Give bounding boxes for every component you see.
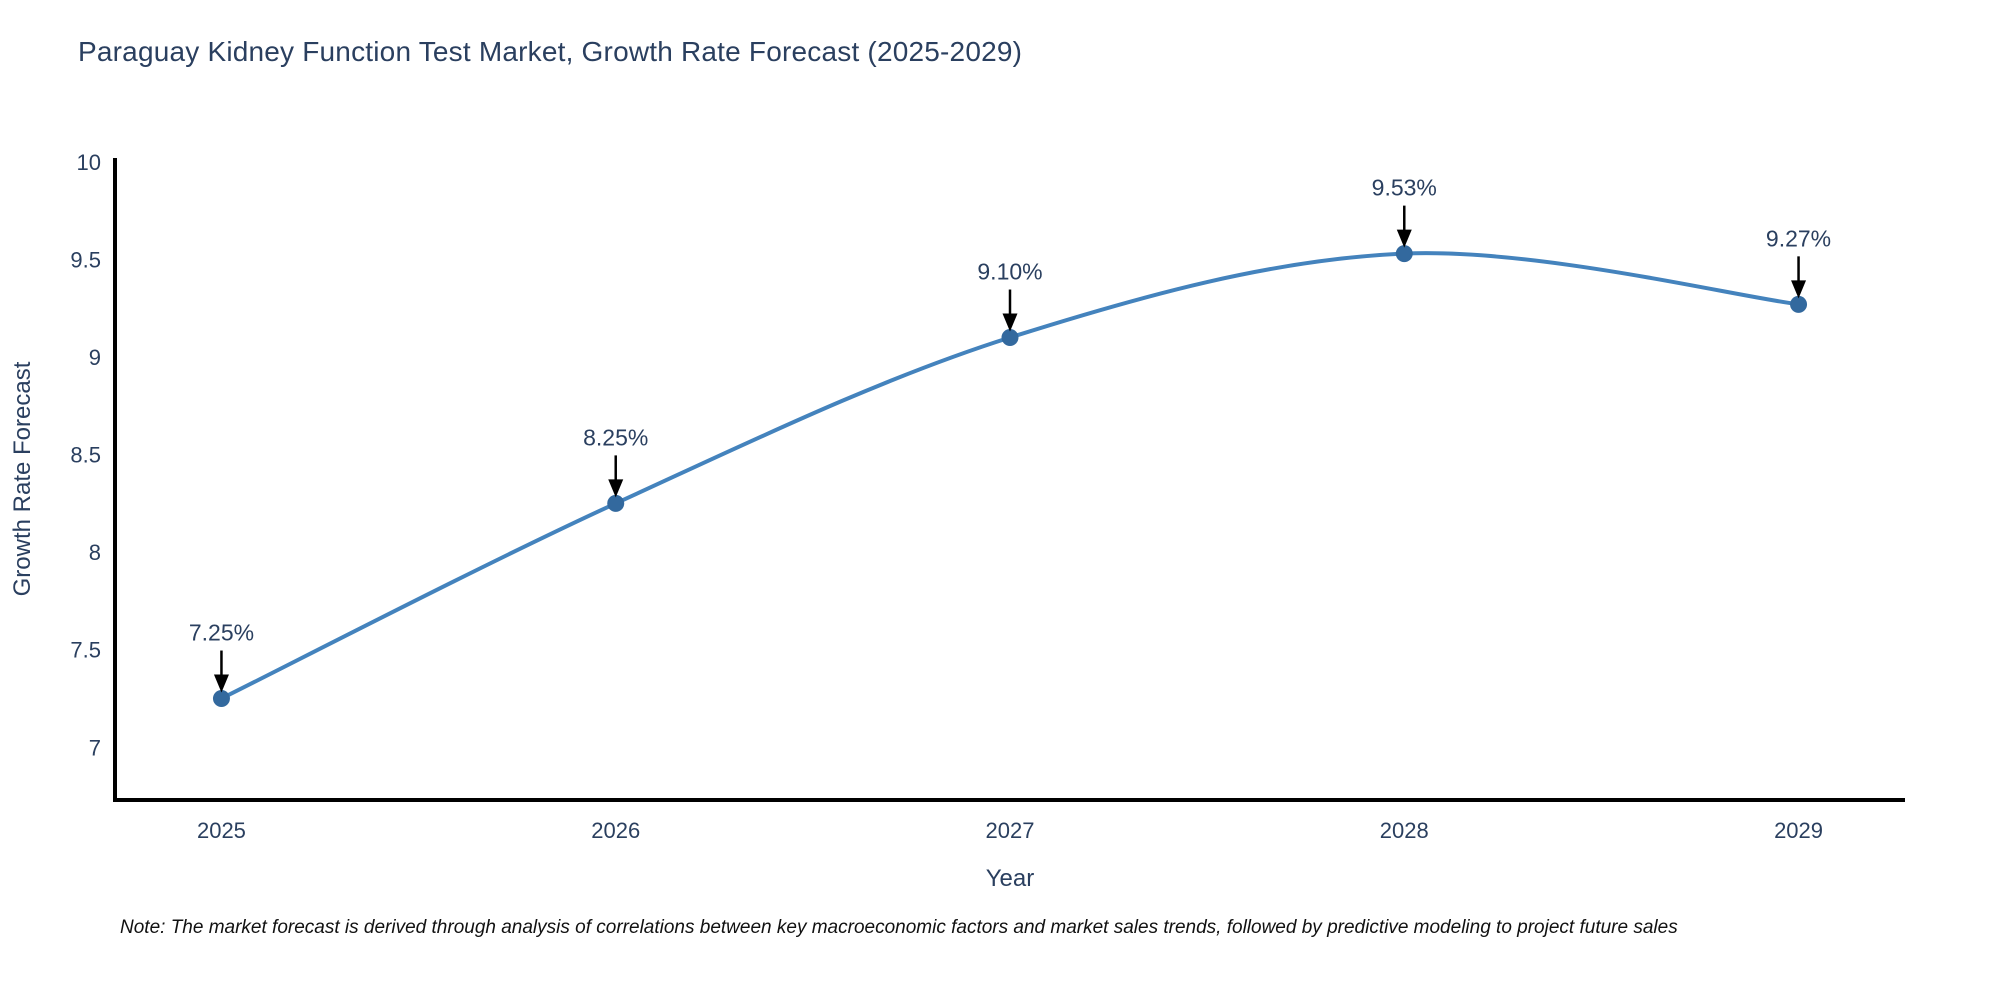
x-axis-tick-label: 2029: [1774, 818, 1823, 843]
data-point-annotation: 9.53%: [1372, 175, 1437, 201]
data-point-annotation: 9.10%: [977, 259, 1042, 285]
axis-spines: [113, 158, 1905, 802]
annotation-arrow-head: [1396, 229, 1412, 248]
x-axis-tick-label: 2025: [197, 818, 246, 843]
y-axis-tick-label: 9: [89, 345, 101, 370]
x-axis-tick-label: 2028: [1380, 818, 1429, 843]
data-point-marker: [1395, 245, 1413, 263]
x-axis-title: Year: [986, 865, 1035, 892]
annotation-arrow-head: [213, 674, 229, 693]
chart-title: Paraguay Kidney Function Test Market, Gr…: [78, 36, 1023, 67]
y-axis-tick-label: 7.5: [70, 638, 101, 663]
y-axis-tick-label: 8: [89, 540, 101, 565]
y-axis-tick-label: 8.5: [70, 443, 101, 468]
footnote: Note: The market forecast is derived thr…: [120, 917, 1678, 938]
y-axis-tick-label: 10: [77, 150, 101, 175]
x-axis-tick-label: 2026: [591, 818, 640, 843]
data-point-marker: [607, 494, 625, 512]
data-point-annotation: 7.25%: [189, 620, 254, 646]
annotation-arrow-head: [1002, 313, 1018, 332]
y-axis-tick-label: 7: [89, 735, 101, 760]
data-point-annotation: 8.25%: [583, 424, 648, 450]
y-axis-title: Growth Rate Forecast: [9, 361, 36, 596]
x-axis-tick-label: 2027: [986, 818, 1035, 843]
data-point-marker: [1790, 295, 1808, 313]
data-point-marker: [1001, 329, 1019, 347]
data-point-marker: [212, 690, 230, 708]
y-axis-tick-label: 9.5: [70, 247, 101, 272]
annotation-arrow-head: [1791, 280, 1807, 299]
data-point-annotation: 9.27%: [1766, 225, 1831, 251]
annotation-arrow-head: [608, 479, 624, 498]
